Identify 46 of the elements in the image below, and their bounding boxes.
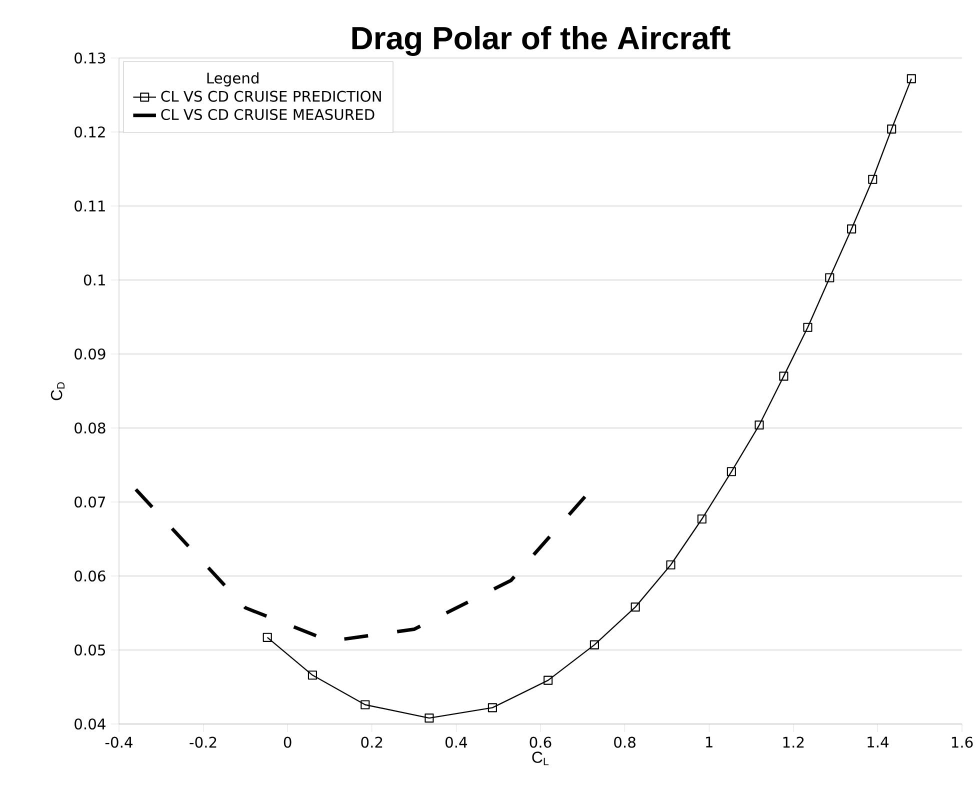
point <box>726 467 736 476</box>
y-tick-label: 0.07 <box>74 496 106 508</box>
x-tick-label: -0.2 <box>190 736 216 748</box>
point <box>697 514 706 524</box>
y-tick-label: 0.12 <box>74 126 105 138</box>
point <box>544 676 553 685</box>
point <box>262 632 272 642</box>
x-tick-label: 1.6 <box>952 736 973 748</box>
x-tick-label: 1.4 <box>868 736 889 748</box>
point <box>779 372 788 381</box>
point <box>887 124 896 134</box>
point <box>906 74 916 84</box>
point <box>590 640 599 650</box>
point <box>308 670 318 680</box>
point <box>424 714 434 723</box>
legend-label: CL VS CD CRUISE MEASURED <box>161 108 374 120</box>
y-tick-label: 0.08 <box>74 422 106 434</box>
point <box>360 700 370 710</box>
x-tick-label: 1.2 <box>783 736 804 748</box>
point <box>630 602 640 612</box>
x-axis-title: C$_{L}$ <box>532 752 549 766</box>
x-tick-label: 0.4 <box>446 736 468 748</box>
y-tick-label: 0.06 <box>74 570 106 582</box>
point <box>666 560 676 570</box>
x-tick-label: 1 <box>706 736 712 748</box>
x-tick-label: 0 <box>284 736 292 748</box>
x-tick-label: 0.8 <box>614 736 636 748</box>
y-tick-label: 0.1 <box>84 274 105 286</box>
point <box>868 174 878 184</box>
x-tick-label: -0.4 <box>105 736 132 748</box>
y-tick-label: 0.05 <box>74 644 106 656</box>
y-tick-label: 0.04 <box>74 718 106 730</box>
point <box>488 703 497 712</box>
y-tick-label: 0.11 <box>74 200 105 212</box>
point <box>825 273 834 282</box>
legend-title: Legend <box>207 72 258 86</box>
chart-title: Drag Polar of the Aircraft <box>352 26 730 56</box>
y-tick-label: 0.09 <box>74 348 106 360</box>
y-axis-title: C$_{D}$ <box>50 382 64 400</box>
point <box>803 322 812 332</box>
point <box>847 224 856 234</box>
x-tick-label: 0.6 <box>530 736 552 748</box>
y-tick-label: 0.13 <box>74 52 106 64</box>
x-tick-label: 0.2 <box>361 736 382 748</box>
point <box>754 420 764 430</box>
legend-label: CL VS CD CRUISE PREDICTION <box>161 90 381 102</box>
